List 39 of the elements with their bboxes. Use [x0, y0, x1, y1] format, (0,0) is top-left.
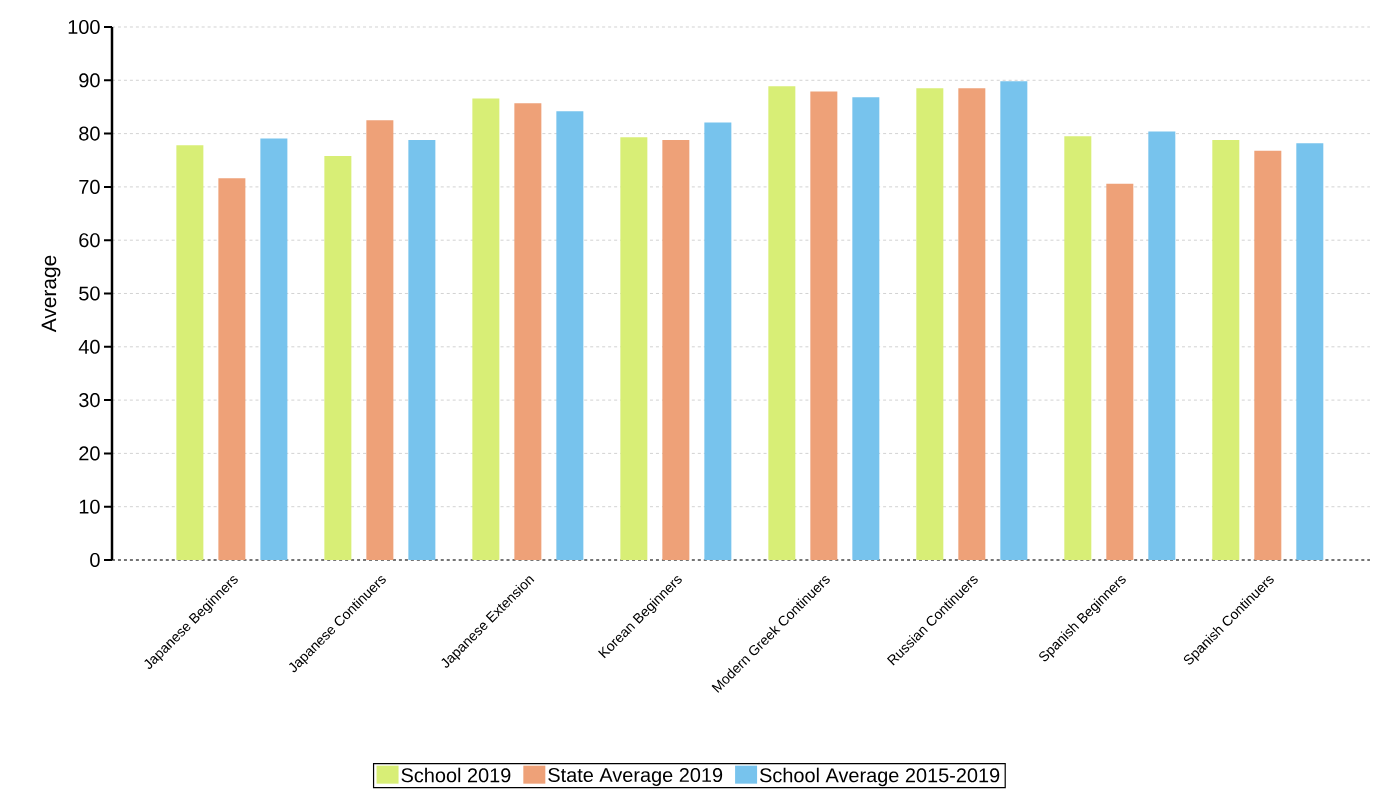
bar: [662, 139, 690, 560]
y-tick-label: 70: [79, 179, 100, 194]
bar: [408, 139, 436, 560]
y-tick-label: 90: [79, 73, 100, 88]
bar: [1148, 131, 1176, 560]
bar: [556, 111, 584, 560]
bar: [218, 178, 246, 560]
bar: [958, 88, 986, 560]
bar: [620, 137, 648, 560]
y-tick-label: 20: [79, 446, 100, 461]
bar: [1106, 183, 1134, 560]
y-axis-title: Average: [41, 255, 61, 333]
y-tick-label: 0: [90, 552, 100, 568]
y-tick-label: 40: [78, 339, 100, 354]
y-tick-label: 10: [79, 499, 100, 514]
legend-label: State Average 2019: [548, 767, 723, 787]
bar: [472, 98, 500, 560]
y-tick-label: 30: [79, 393, 100, 408]
bar: [1064, 136, 1092, 560]
y-tick-label: 50: [79, 286, 100, 301]
bar: [1254, 150, 1282, 560]
bar: [176, 145, 204, 560]
bar: [324, 155, 352, 560]
legend-label: School 2019: [401, 767, 511, 783]
y-tick-label: 100: [68, 19, 100, 35]
bar: [768, 86, 796, 560]
bar: [1000, 81, 1028, 560]
y-tick-label: 60: [79, 233, 100, 248]
bar: [260, 138, 288, 560]
legend-label: School Average 2015-2019: [759, 767, 1000, 787]
y-tick-label: 80: [79, 126, 100, 141]
bar: [704, 122, 732, 560]
bar: [810, 91, 838, 560]
bar: [366, 120, 394, 560]
bar: [916, 88, 944, 560]
bar: [514, 103, 542, 560]
bar: [1212, 139, 1240, 560]
bar: [1296, 143, 1324, 560]
bar: [852, 97, 880, 560]
